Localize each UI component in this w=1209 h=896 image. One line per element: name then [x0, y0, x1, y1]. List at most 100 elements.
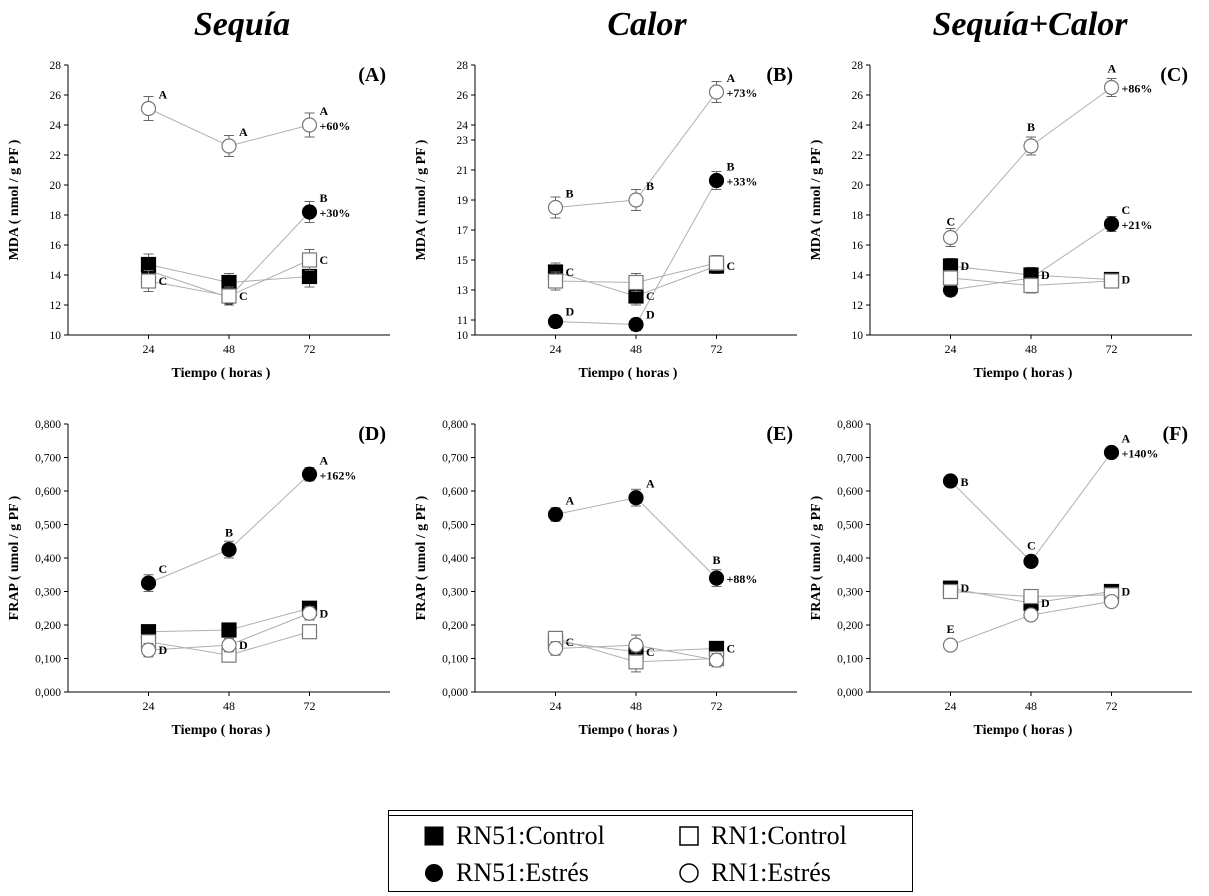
- x-tick-label: 24: [550, 699, 562, 713]
- data-point: [942, 583, 959, 600]
- data-point: [1023, 138, 1039, 154]
- data-point: [301, 466, 318, 482]
- x-tick-label: 72: [1106, 699, 1118, 713]
- significance-letter: C: [727, 641, 736, 655]
- y-tick-label: 0,500: [837, 520, 863, 532]
- data-point: [140, 642, 157, 658]
- data-point: [1023, 607, 1039, 623]
- legend-item-rn51-control: RN51:Control: [424, 821, 605, 851]
- column-title-sequia: Sequía: [193, 6, 291, 43]
- significance-letter: D: [1041, 268, 1050, 282]
- data-point: [708, 652, 725, 668]
- y-axis-label: MDA ( nmol / g PF ): [414, 139, 429, 260]
- y-tick-label: 12: [852, 300, 864, 312]
- data-point: [221, 288, 237, 304]
- significance-letter: C: [320, 253, 329, 267]
- data-point: [221, 542, 237, 558]
- panel-2: 10 11 13 15 17 19 21 23 24 26 28 24 48 72 Tiempo ( hor…: [414, 60, 797, 381]
- data-point: [547, 313, 564, 330]
- data-point: [628, 637, 644, 653]
- y-tick-label: 13: [457, 285, 469, 297]
- significance-letter: B: [646, 179, 654, 193]
- percent-change-label: +86%: [1122, 82, 1153, 96]
- y-tick-label: 0,700: [35, 453, 61, 465]
- significance-letter: D: [1122, 585, 1131, 599]
- series-rn1-control: C C C: [140, 249, 329, 306]
- y-tick-label: 22: [50, 150, 62, 162]
- significance-letter: B: [320, 191, 328, 205]
- data-point: [301, 268, 318, 285]
- y-tick-label: 24: [457, 120, 469, 132]
- significance-letter: C: [566, 265, 575, 279]
- y-tick-label: 18: [50, 210, 62, 222]
- significance-letter: D: [1122, 273, 1131, 287]
- percent-change-label: +162%: [320, 468, 357, 482]
- panel-label: (B): [766, 64, 793, 86]
- significance-letter: C: [727, 259, 736, 273]
- x-tick-label: 72: [304, 342, 316, 356]
- y-tick-label: 18: [852, 210, 864, 222]
- y-tick-label: 10: [457, 330, 469, 342]
- significance-letter: C: [239, 289, 248, 303]
- series-rn1-control: [547, 255, 725, 292]
- data-point: [942, 229, 959, 246]
- x-axis-label: Tiempo ( horas ): [579, 723, 678, 738]
- x-tick-label: 48: [630, 342, 642, 356]
- data-point: [301, 605, 318, 621]
- panel-label: (F): [1162, 423, 1188, 445]
- significance-letter: C: [646, 645, 655, 659]
- x-tick-label: 24: [550, 342, 562, 356]
- legend-divider: [389, 815, 912, 816]
- y-tick-label: 0,800: [837, 419, 863, 431]
- y-tick-label: 0,500: [442, 520, 468, 532]
- x-axis-label: Tiempo ( horas ): [974, 366, 1073, 381]
- x-tick-label: 48: [1025, 342, 1037, 356]
- x-tick-label: 48: [1025, 699, 1037, 713]
- significance-letter: A: [239, 125, 248, 139]
- y-tick-label: 28: [50, 60, 62, 72]
- y-axis-label: MDA ( nmol / g PF ): [809, 139, 824, 260]
- y-tick-label: 0,600: [35, 486, 61, 498]
- x-tick-label: 24: [945, 699, 957, 713]
- significance-letter: B: [727, 160, 735, 174]
- data-point: [628, 192, 644, 208]
- legend-item-rn1-estres: RN1:Estrés: [679, 858, 831, 888]
- y-tick-label: 0,100: [837, 654, 863, 666]
- x-axis-label: Tiempo ( horas ): [579, 366, 678, 381]
- series-rn1-estr-s: [547, 634, 725, 668]
- data-point: [1023, 553, 1039, 569]
- data-point: [708, 255, 725, 271]
- panel-5: 0,000 0,100 0,200 0,300 0,400 0,500 0,600 0,700…: [414, 419, 797, 738]
- significance-letter: C: [159, 562, 168, 576]
- series-rn1-control: [942, 270, 1120, 294]
- percent-change-label: +73%: [727, 86, 758, 100]
- panel-4: 0,000 0,100 0,200 0,300 0,400 0,500 0,600 0,700…: [7, 419, 390, 738]
- significance-letter: A: [1122, 431, 1131, 445]
- significance-letter: B: [713, 553, 721, 567]
- data-point: [221, 637, 237, 653]
- y-tick-label: 28: [852, 60, 864, 72]
- data-point: [1023, 277, 1039, 294]
- y-tick-label: 0,000: [442, 687, 468, 699]
- y-tick-label: 0,700: [837, 453, 863, 465]
- data-point: [547, 506, 564, 523]
- y-axis-label: FRAP ( umol / g PF ): [809, 495, 824, 620]
- x-tick-label: 48: [630, 699, 642, 713]
- data-point: [628, 274, 644, 291]
- data-point: [942, 473, 959, 489]
- percent-change-label: +140%: [1122, 446, 1159, 460]
- significance-letter: C: [1027, 538, 1036, 552]
- x-tick-label: 48: [223, 699, 235, 713]
- series-rn51-estr-s: A A B +88%: [547, 477, 757, 587]
- significance-letter: A: [646, 477, 655, 491]
- data-point: [547, 199, 564, 216]
- y-tick-label: 0,700: [442, 453, 468, 465]
- data-point: [221, 622, 237, 638]
- significance-letter: A: [320, 453, 329, 467]
- y-tick-label: 0,500: [35, 520, 61, 532]
- x-tick-label: 24: [143, 342, 155, 356]
- data-point: [301, 624, 318, 640]
- significance-letter: D: [159, 643, 168, 657]
- legend-item-rn51-estres: RN51:Estrés: [424, 858, 589, 888]
